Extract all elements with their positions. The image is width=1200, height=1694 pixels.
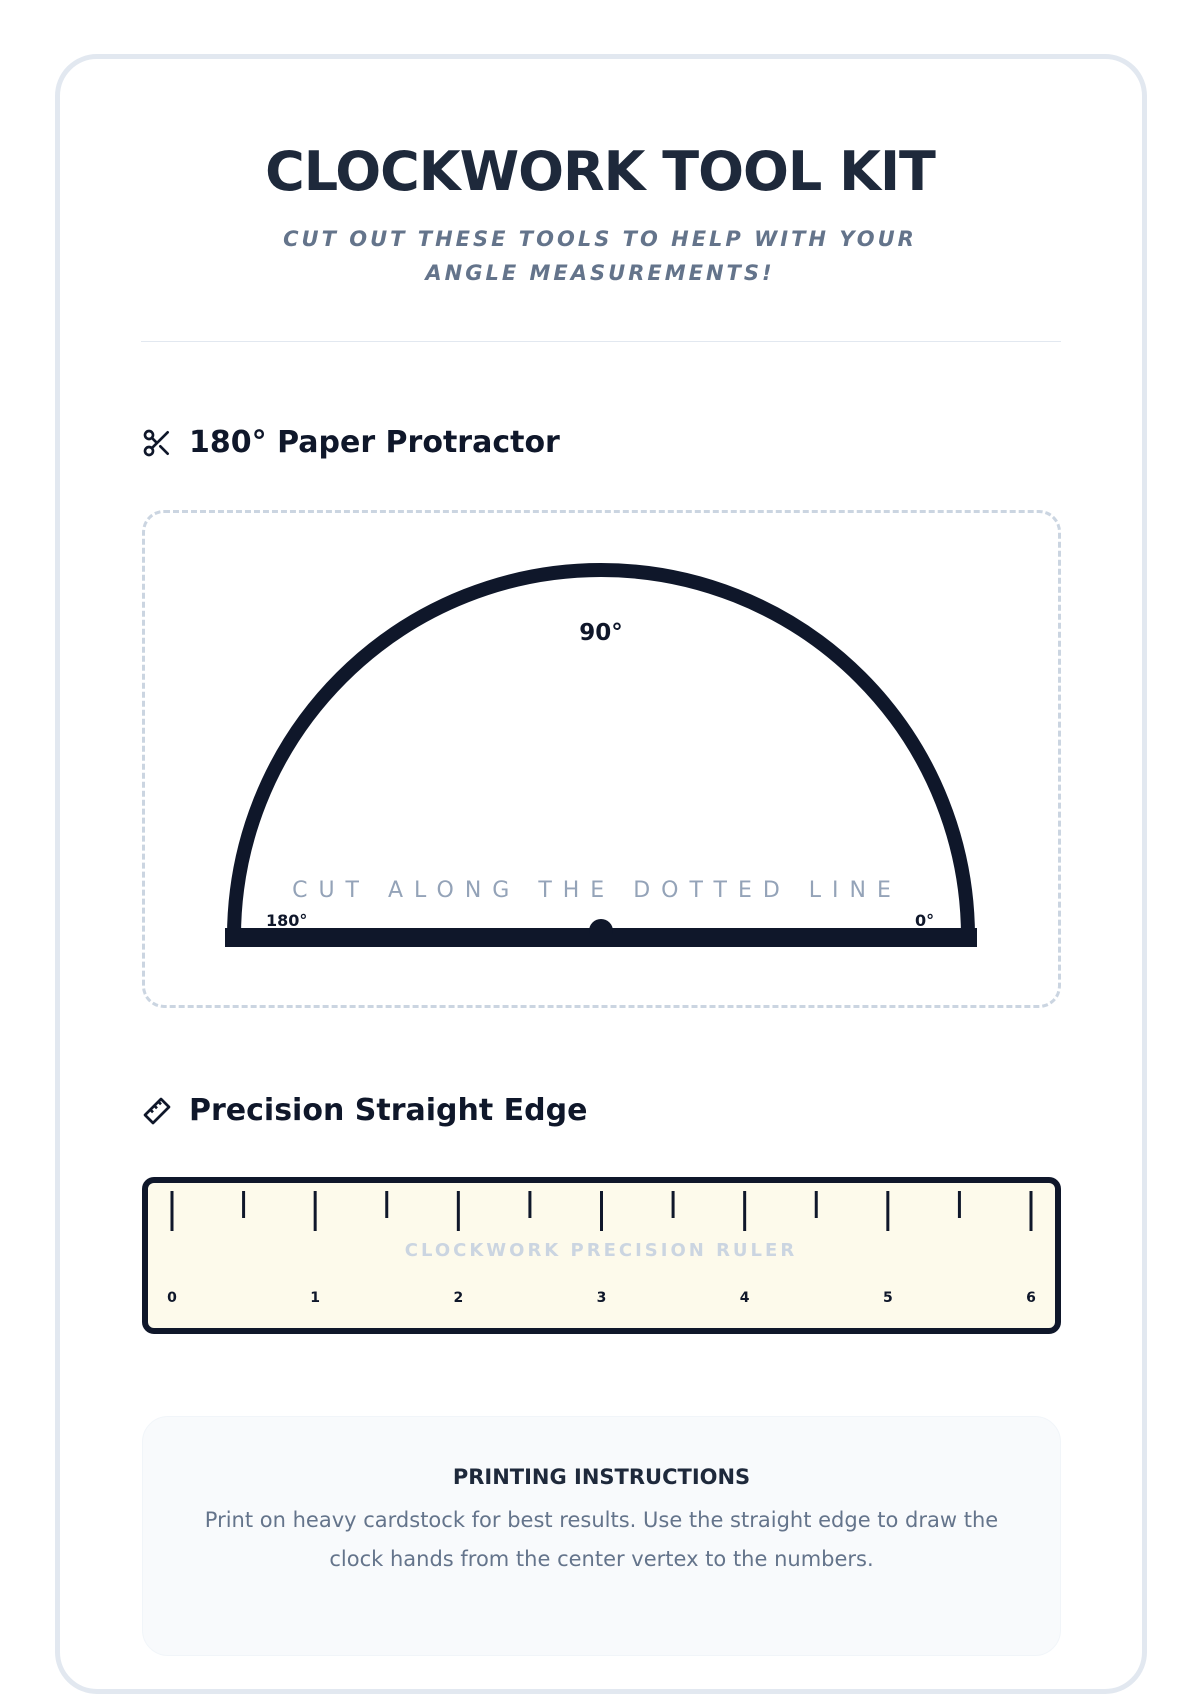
protractor: 90° CUT ALONG THE DOTTED LINE 180° 0°	[225, 563, 977, 947]
cut-instruction: CUT ALONG THE DOTTED LINE	[292, 878, 902, 903]
ruler-label: 3	[597, 1290, 607, 1306]
instructions-text: Print on heavy cardstock for best result…	[204, 1508, 999, 1571]
ruler-markings: CLOCKWORK PRECISION RULER 0 1 2 3 4 5 6	[167, 1191, 1036, 1306]
protractor-arc	[227, 563, 975, 938]
page-subtitle: CUT OUT THESE TOOLS TO HELP WITH YOUR AN…	[283, 227, 917, 285]
ruler-heading: Precision Straight Edge	[141, 1093, 587, 1128]
ruler-label: 1	[310, 1290, 320, 1306]
ruler-label: 5	[883, 1290, 893, 1306]
ruler-watermark: CLOCKWORK PRECISION RULER	[405, 1240, 797, 1261]
printing-instructions: PRINTING INSTRUCTIONS Print on heavy car…	[142, 1416, 1061, 1656]
protractor-heading: 180° Paper Protractor	[141, 425, 560, 460]
divider	[141, 341, 1061, 342]
ruler-icon	[143, 1097, 171, 1124]
protractor-cutout	[142, 510, 1061, 1008]
label-90: 90°	[579, 620, 623, 646]
instructions-heading: PRINTING INSTRUCTIONS	[452, 1465, 751, 1489]
page-title: CLOCKWORK TOOL KIT	[265, 140, 936, 203]
protractor-title: 180° Paper Protractor	[189, 425, 560, 460]
ruler-label: 2	[453, 1290, 463, 1306]
ruler-label: 0	[167, 1290, 177, 1306]
ruler: CLOCKWORK PRECISION RULER 0 1 2 3 4 5 6	[142, 1177, 1061, 1334]
label-0: 0°	[915, 911, 934, 930]
protractor-vertex	[589, 919, 613, 943]
ruler-title: Precision Straight Edge	[189, 1093, 588, 1128]
ruler-label: 6	[1026, 1290, 1036, 1306]
label-180: 180°	[266, 911, 307, 930]
scissors-icon	[143, 429, 169, 456]
ruler-label: 4	[740, 1290, 750, 1306]
